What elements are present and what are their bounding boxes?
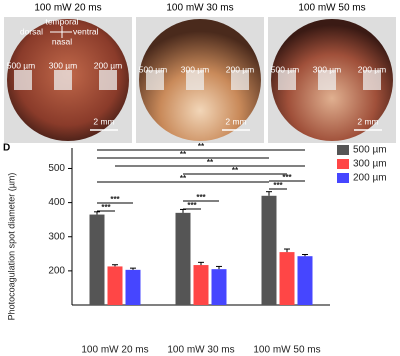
laser-spot-grid	[14, 70, 32, 90]
orientation-label: nasal	[52, 36, 72, 46]
scale-label: 2 mm	[357, 116, 378, 126]
y-tick-label: 400	[48, 197, 65, 208]
panel-label: C	[270, 2, 276, 12]
significance-label: ***	[110, 195, 120, 204]
significance-label: ***	[101, 203, 111, 212]
significance-label: **	[207, 158, 214, 167]
spot-label: 500 µm	[271, 64, 300, 74]
y-axis-title: Photocoagulation spot diameter (µm)	[6, 173, 16, 321]
bar	[89, 214, 105, 305]
legend-label: 300 µm	[353, 159, 387, 170]
photo-panel: C 100 mW 50 ms 500 µm 300 µm 200 µm 2 mm	[268, 2, 396, 143]
laser-spot-grid	[231, 70, 249, 90]
spot-label: 200 µm	[358, 64, 387, 74]
spot-label: 200 µm	[226, 64, 255, 74]
laser-spot-grid	[278, 70, 296, 90]
significance-label: ***	[273, 181, 283, 190]
bar	[279, 252, 295, 305]
orientation-label: ventral	[73, 26, 99, 36]
y-tick-label: 500	[48, 163, 65, 174]
significance-label: ***	[196, 193, 206, 202]
legend-label: 200 µm	[353, 173, 387, 184]
spot-label: 500 µm	[139, 64, 168, 74]
legend-swatch	[337, 145, 349, 155]
y-tick-label: 200	[48, 266, 65, 277]
laser-spot-grid	[186, 70, 204, 90]
panel-title: 100 mW 50 ms	[298, 3, 365, 14]
laser-spot-grid	[146, 70, 164, 90]
significance-label: ***	[282, 173, 292, 182]
laser-spot-grid	[318, 70, 336, 90]
y-tick-label: 300	[48, 231, 65, 242]
significance-label: ***	[187, 201, 197, 210]
bar	[261, 195, 277, 305]
x-tick-label: 100 mW 50 ms	[253, 345, 320, 356]
legend-swatch	[337, 173, 349, 183]
bar	[125, 269, 141, 305]
bar	[193, 265, 209, 305]
bar	[297, 256, 313, 305]
scale-label: 2 mm	[225, 116, 246, 126]
panel-label: A	[6, 2, 12, 12]
scale-label: 2 mm	[93, 116, 114, 126]
panel-label: B	[138, 2, 144, 12]
spot-label: 300 µm	[181, 64, 210, 74]
spot-label: 300 µm	[313, 64, 342, 74]
spot-label: 300 µm	[49, 60, 78, 70]
panel-label: D	[3, 143, 10, 154]
bar	[211, 269, 227, 305]
laser-spot-grid	[363, 70, 381, 90]
significance-label: **	[198, 142, 205, 151]
bar	[175, 212, 191, 305]
photo-panel: A 100 mW 20 ms 500 µm 300 µm 200 µm 2 mm tempo…	[4, 2, 132, 143]
panel-title: 100 mW 20 ms	[34, 3, 101, 14]
x-tick-label: 100 mW 30 ms	[167, 345, 234, 356]
x-tick-label: 100 mW 20 ms	[81, 345, 148, 356]
significance-label: **	[232, 166, 239, 175]
orientation-label: dorsal	[20, 26, 43, 36]
bar	[107, 266, 123, 305]
legend-swatch	[337, 159, 349, 169]
laser-spot-grid	[99, 70, 117, 90]
panel-title: 100 mW 30 ms	[166, 3, 233, 14]
legend-label: 500 µm	[353, 145, 387, 156]
laser-spot-grid	[54, 70, 72, 90]
significance-label: **	[180, 150, 187, 159]
significance-label: **	[180, 174, 187, 183]
spot-label: 500 µm	[7, 60, 36, 70]
spot-label: 200 µm	[94, 60, 123, 70]
orientation-label: temporal	[45, 16, 78, 26]
photo-panel: B 100 mW 30 ms 500 µm 300 µm 200 µm 2 mm	[136, 2, 264, 143]
